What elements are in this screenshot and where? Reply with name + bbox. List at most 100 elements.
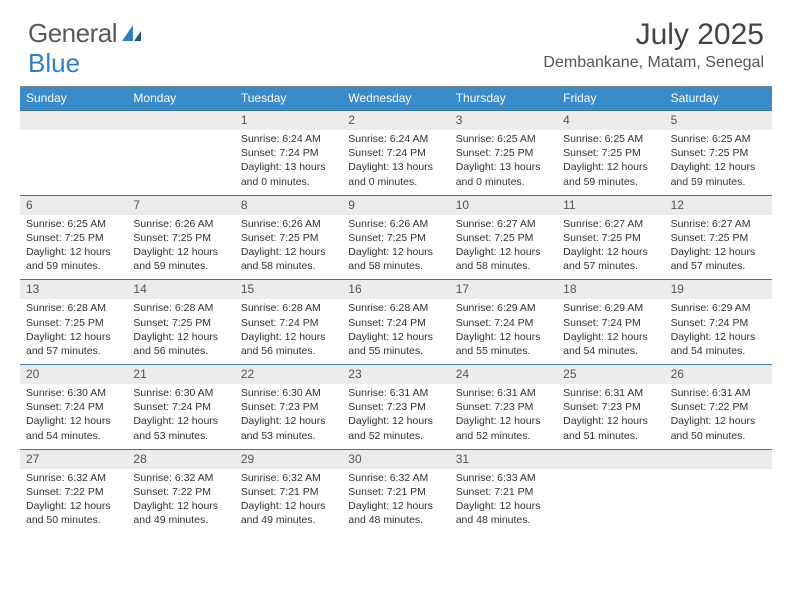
day-number: 18	[557, 280, 664, 299]
day-line: Daylight: 12 hours and 49 minutes.	[133, 499, 228, 527]
day-cell: Sunrise: 6:33 AMSunset: 7:21 PMDaylight:…	[450, 469, 557, 534]
day-line: Daylight: 12 hours and 52 minutes.	[456, 414, 551, 442]
day-line: Sunrise: 6:25 AM	[456, 132, 551, 146]
day-line: Daylight: 13 hours and 0 minutes.	[241, 160, 336, 188]
day-cell: Sunrise: 6:29 AMSunset: 7:24 PMDaylight:…	[450, 299, 557, 364]
day-line: Sunrise: 6:24 AM	[348, 132, 443, 146]
day-line: Daylight: 12 hours and 56 minutes.	[241, 330, 336, 358]
day-line: Sunrise: 6:27 AM	[563, 217, 658, 231]
day-number: 29	[235, 450, 342, 469]
day-cell: Sunrise: 6:26 AMSunset: 7:25 PMDaylight:…	[342, 215, 449, 280]
day-line: Daylight: 13 hours and 0 minutes.	[348, 160, 443, 188]
day-number: 23	[342, 365, 449, 384]
day-number	[20, 111, 127, 130]
day-cell: Sunrise: 6:32 AMSunset: 7:22 PMDaylight:…	[20, 469, 127, 534]
day-line: Daylight: 12 hours and 54 minutes.	[671, 330, 766, 358]
brand-part1: General	[28, 18, 117, 49]
day-line: Daylight: 12 hours and 48 minutes.	[456, 499, 551, 527]
calendar-body: 12345Sunrise: 6:24 AMSunset: 7:24 PMDayl…	[20, 110, 772, 533]
day-line: Sunset: 7:25 PM	[133, 231, 228, 245]
day-line: Sunset: 7:25 PM	[563, 146, 658, 160]
title-block: July 2025 Dembankane, Matam, Senegal	[543, 18, 764, 72]
day-number: 4	[557, 111, 664, 130]
day-cell: Sunrise: 6:25 AMSunset: 7:25 PMDaylight:…	[20, 215, 127, 280]
day-line: Sunrise: 6:27 AM	[456, 217, 551, 231]
weekday-header: Tuesday	[235, 87, 342, 110]
location-label: Dembankane, Matam, Senegal	[543, 54, 764, 72]
day-line: Sunrise: 6:30 AM	[133, 386, 228, 400]
day-cell: Sunrise: 6:28 AMSunset: 7:24 PMDaylight:…	[342, 299, 449, 364]
day-line: Daylight: 12 hours and 57 minutes.	[671, 245, 766, 273]
day-line: Daylight: 12 hours and 53 minutes.	[241, 414, 336, 442]
day-line: Sunrise: 6:29 AM	[456, 301, 551, 315]
day-line: Daylight: 12 hours and 58 minutes.	[241, 245, 336, 273]
day-cell: Sunrise: 6:26 AMSunset: 7:25 PMDaylight:…	[235, 215, 342, 280]
day-number: 19	[665, 280, 772, 299]
day-cell: Sunrise: 6:31 AMSunset: 7:23 PMDaylight:…	[557, 384, 664, 449]
day-cell: Sunrise: 6:30 AMSunset: 7:23 PMDaylight:…	[235, 384, 342, 449]
day-line: Sunrise: 6:31 AM	[456, 386, 551, 400]
day-number	[557, 450, 664, 469]
day-line: Daylight: 13 hours and 0 minutes.	[456, 160, 551, 188]
day-line: Sunset: 7:24 PM	[241, 316, 336, 330]
day-cell: Sunrise: 6:31 AMSunset: 7:23 PMDaylight:…	[450, 384, 557, 449]
day-number: 26	[665, 365, 772, 384]
day-line: Daylight: 12 hours and 54 minutes.	[563, 330, 658, 358]
day-line: Sunset: 7:25 PM	[671, 231, 766, 245]
calendar: SundayMondayTuesdayWednesdayThursdayFrid…	[20, 86, 772, 533]
calendar-week: 20212223242526Sunrise: 6:30 AMSunset: 7:…	[20, 364, 772, 449]
day-line: Daylight: 12 hours and 55 minutes.	[456, 330, 551, 358]
weekday-header: Saturday	[665, 87, 772, 110]
day-cell: Sunrise: 6:29 AMSunset: 7:24 PMDaylight:…	[557, 299, 664, 364]
day-cell: Sunrise: 6:30 AMSunset: 7:24 PMDaylight:…	[20, 384, 127, 449]
day-cell: Sunrise: 6:25 AMSunset: 7:25 PMDaylight:…	[450, 130, 557, 195]
day-number: 20	[20, 365, 127, 384]
day-line: Daylight: 12 hours and 50 minutes.	[671, 414, 766, 442]
day-number: 28	[127, 450, 234, 469]
calendar-week: 2728293031Sunrise: 6:32 AMSunset: 7:22 P…	[20, 449, 772, 534]
day-line: Daylight: 12 hours and 57 minutes.	[563, 245, 658, 273]
day-number: 25	[557, 365, 664, 384]
weekday-header: Friday	[557, 87, 664, 110]
day-line: Sunrise: 6:31 AM	[671, 386, 766, 400]
day-line: Sunrise: 6:30 AM	[26, 386, 121, 400]
day-cell	[665, 469, 772, 534]
day-line: Sunrise: 6:30 AM	[241, 386, 336, 400]
day-cell: Sunrise: 6:32 AMSunset: 7:21 PMDaylight:…	[342, 469, 449, 534]
day-line: Daylight: 12 hours and 53 minutes.	[133, 414, 228, 442]
day-line: Sunrise: 6:28 AM	[348, 301, 443, 315]
day-number: 15	[235, 280, 342, 299]
day-cell	[557, 469, 664, 534]
day-line: Daylight: 12 hours and 52 minutes.	[348, 414, 443, 442]
day-line: Sunrise: 6:26 AM	[241, 217, 336, 231]
day-cell: Sunrise: 6:27 AMSunset: 7:25 PMDaylight:…	[665, 215, 772, 280]
day-number: 8	[235, 196, 342, 215]
day-line: Sunset: 7:24 PM	[563, 316, 658, 330]
day-line: Sunrise: 6:28 AM	[133, 301, 228, 315]
day-number: 16	[342, 280, 449, 299]
day-cell	[127, 130, 234, 195]
day-line: Sunset: 7:25 PM	[26, 231, 121, 245]
day-line: Daylight: 12 hours and 58 minutes.	[456, 245, 551, 273]
day-line: Sunset: 7:22 PM	[133, 485, 228, 499]
day-line: Sunset: 7:23 PM	[241, 400, 336, 414]
day-line: Daylight: 12 hours and 54 minutes.	[26, 414, 121, 442]
day-line: Sunrise: 6:24 AM	[241, 132, 336, 146]
day-number	[127, 111, 234, 130]
sail-icon	[121, 18, 143, 49]
day-line: Sunset: 7:24 PM	[26, 400, 121, 414]
day-line: Sunrise: 6:28 AM	[241, 301, 336, 315]
day-line: Sunrise: 6:26 AM	[133, 217, 228, 231]
day-line: Sunset: 7:25 PM	[133, 316, 228, 330]
day-line: Sunset: 7:25 PM	[456, 231, 551, 245]
day-line: Sunrise: 6:32 AM	[26, 471, 121, 485]
day-cell: Sunrise: 6:32 AMSunset: 7:22 PMDaylight:…	[127, 469, 234, 534]
day-line: Sunset: 7:25 PM	[563, 231, 658, 245]
month-title: July 2025	[543, 18, 764, 52]
day-cell: Sunrise: 6:25 AMSunset: 7:25 PMDaylight:…	[665, 130, 772, 195]
weekday-header: Thursday	[450, 87, 557, 110]
day-line: Sunrise: 6:32 AM	[241, 471, 336, 485]
day-number	[665, 450, 772, 469]
day-line: Sunset: 7:21 PM	[241, 485, 336, 499]
day-number: 17	[450, 280, 557, 299]
